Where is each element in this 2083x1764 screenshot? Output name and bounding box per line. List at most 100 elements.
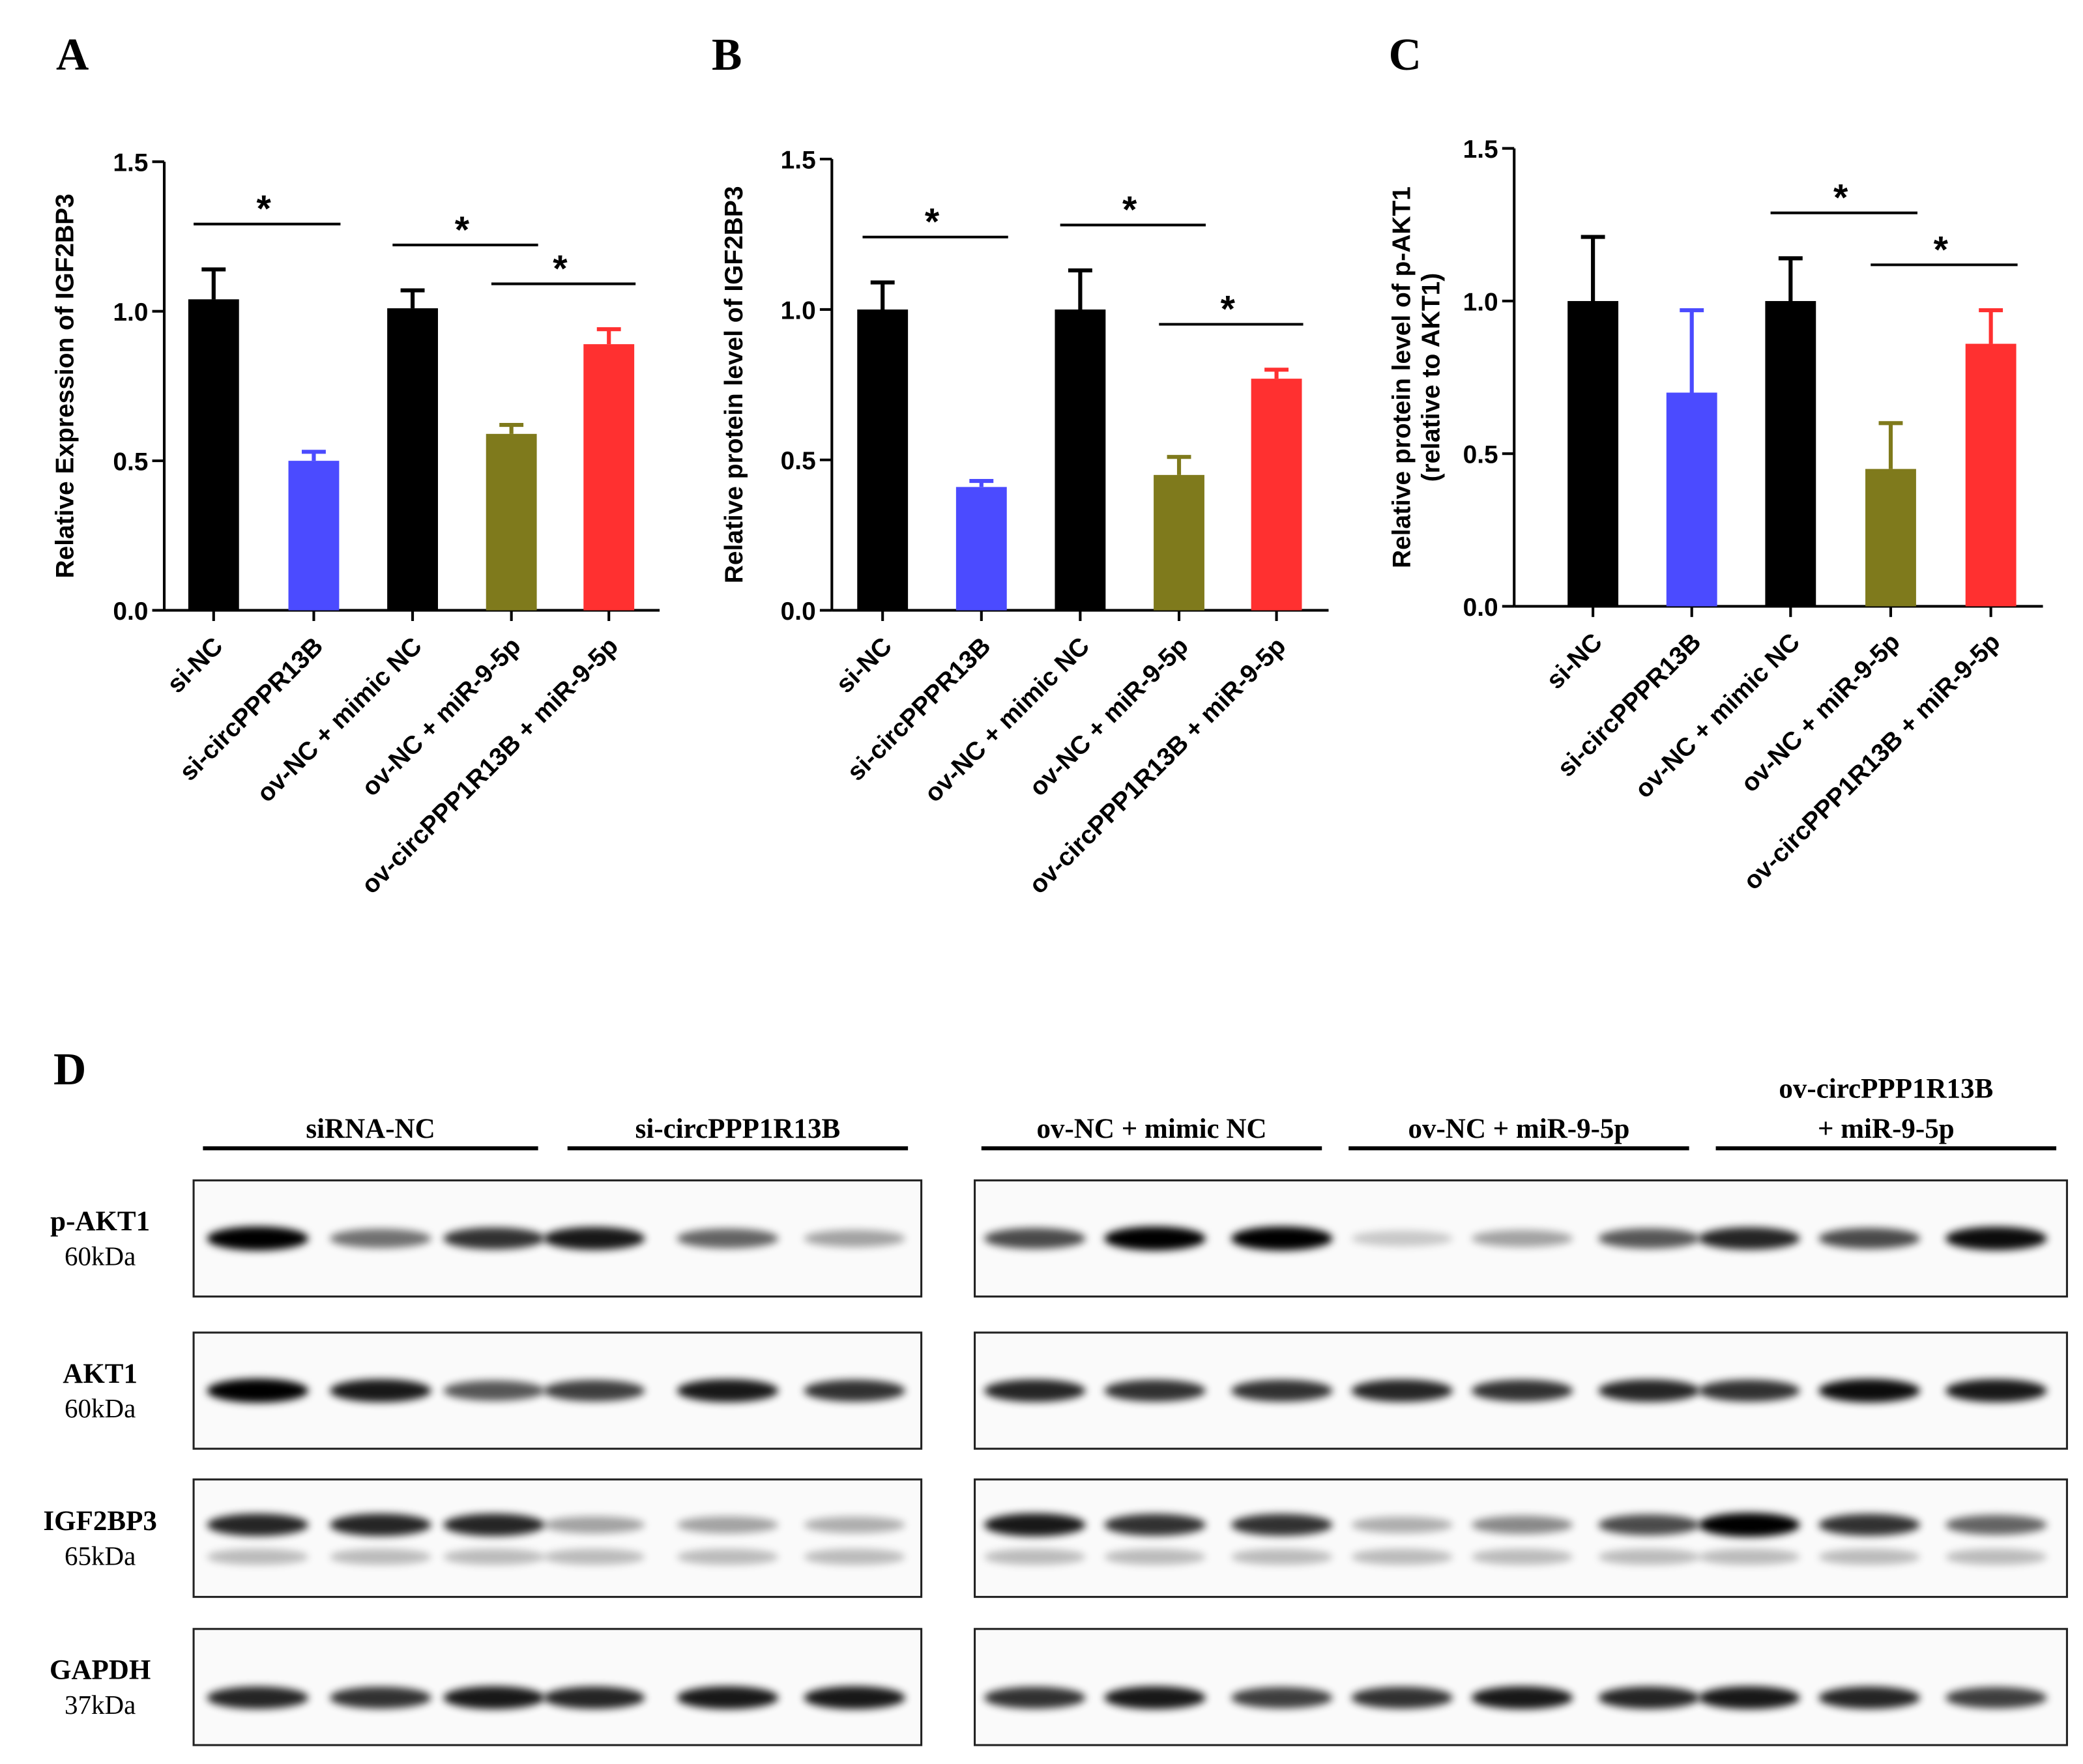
band <box>804 1516 906 1533</box>
band <box>207 1226 309 1251</box>
group-label: si-circPPP1R13B <box>635 1114 841 1144</box>
band <box>677 1548 779 1565</box>
band <box>1698 1686 1800 1709</box>
band <box>983 1228 1086 1249</box>
y-tick-label: 0.5 <box>781 447 816 475</box>
row-size: 65kDa <box>65 1540 136 1570</box>
band <box>1818 1379 1921 1403</box>
band <box>207 1378 309 1403</box>
band <box>1818 1228 1921 1249</box>
band <box>1351 1230 1453 1247</box>
y-tick-label: 1.0 <box>781 296 816 325</box>
y-tick-label: 0.0 <box>781 598 816 626</box>
row-size: 37kDa <box>65 1690 136 1720</box>
y-tick-label: 0.5 <box>113 448 148 476</box>
row-size: 60kDa <box>65 1393 136 1423</box>
error-bar <box>596 327 621 345</box>
significance-label: * <box>1122 189 1137 231</box>
significance-label: * <box>1934 229 1949 270</box>
band <box>443 1686 545 1709</box>
band <box>330 1379 431 1402</box>
error-bar <box>969 479 994 487</box>
band <box>543 1516 645 1534</box>
band <box>804 1548 906 1565</box>
y-tick-label: 1.5 <box>113 149 148 177</box>
significance-label: * <box>553 248 568 289</box>
band <box>1231 1548 1333 1565</box>
y-tick-label: 1.0 <box>113 298 148 326</box>
group-label: + miR-9-5p <box>1818 1114 1955 1144</box>
panel-label: B <box>712 30 742 80</box>
band <box>677 1516 779 1534</box>
bar <box>1865 469 1916 607</box>
error-bar <box>499 422 524 434</box>
error-bar <box>1680 308 1704 393</box>
band <box>1945 1226 2047 1251</box>
band <box>1471 1380 1573 1402</box>
band <box>983 1513 1086 1537</box>
row-label: p-AKT1 <box>50 1206 150 1237</box>
bar <box>288 461 340 611</box>
band <box>543 1380 645 1402</box>
band <box>1818 1686 1921 1709</box>
blot-box <box>192 1478 923 1598</box>
group-label: siRNA-NC <box>306 1114 435 1144</box>
band <box>330 1513 431 1537</box>
band <box>330 1548 431 1565</box>
y-tick-label: 1.5 <box>1463 136 1498 164</box>
band <box>1351 1379 1453 1402</box>
band <box>1945 1548 2047 1565</box>
band <box>1945 1686 2047 1709</box>
band <box>443 1548 545 1565</box>
blot-box <box>192 1628 923 1746</box>
error-bar <box>1979 308 2003 344</box>
band <box>983 1548 1086 1565</box>
blot-box <box>974 1478 2068 1598</box>
row-size: 60kDa <box>65 1241 136 1271</box>
group-label: ov-NC + miR-9-5p <box>1408 1114 1629 1144</box>
panel-label: C <box>1389 30 1421 80</box>
panel-label: D <box>53 1045 86 1095</box>
band <box>804 1380 906 1402</box>
band <box>1698 1380 1800 1402</box>
error-bar <box>1264 368 1289 379</box>
band <box>443 1513 545 1537</box>
band <box>1104 1548 1206 1565</box>
band <box>1598 1548 1700 1565</box>
band <box>1471 1516 1573 1534</box>
band <box>443 1380 545 1401</box>
band <box>983 1379 1086 1402</box>
band <box>1698 1548 1800 1565</box>
y-tick-label: 1.5 <box>781 146 816 174</box>
bar <box>1965 343 2017 607</box>
band <box>1471 1548 1573 1565</box>
band <box>1598 1228 1700 1249</box>
band <box>677 1228 779 1249</box>
band <box>1598 1686 1700 1709</box>
band <box>804 1230 906 1247</box>
y-tick-label: 0.0 <box>1463 594 1498 622</box>
bar <box>1055 309 1106 611</box>
band <box>1471 1230 1573 1247</box>
band <box>677 1379 779 1402</box>
band <box>1471 1686 1573 1709</box>
band <box>1698 1227 1800 1250</box>
bar <box>955 487 1007 611</box>
y-tick-label: 1.0 <box>1463 288 1498 316</box>
bar <box>1567 300 1619 607</box>
band <box>1231 1514 1333 1536</box>
band <box>1818 1548 1921 1565</box>
band <box>1351 1548 1453 1565</box>
band <box>207 1513 309 1537</box>
bar <box>857 309 909 611</box>
band <box>1818 1514 1921 1536</box>
band <box>1598 1514 1700 1535</box>
band <box>1351 1516 1453 1533</box>
band <box>1598 1379 1700 1402</box>
y-axis-label: Relative Expression of IGF2BP3 <box>51 194 80 578</box>
bar <box>188 299 239 611</box>
error-bar <box>400 288 425 309</box>
significance-label: * <box>1833 177 1848 219</box>
